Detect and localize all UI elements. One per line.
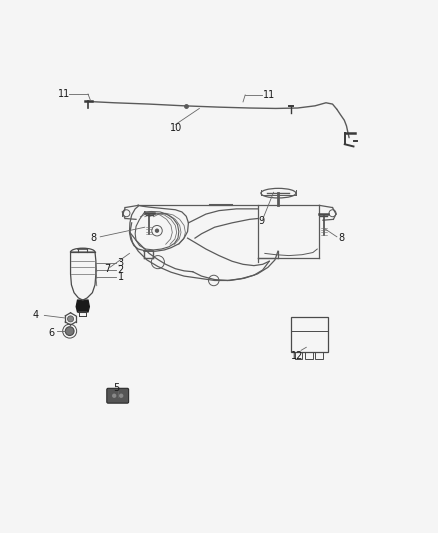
Text: 5: 5 [113,383,120,393]
Circle shape [155,229,159,233]
Text: 2: 2 [118,265,124,275]
Text: 3: 3 [118,258,124,268]
Text: 10: 10 [170,123,182,133]
FancyBboxPatch shape [107,389,129,403]
Text: 11: 11 [263,90,275,100]
Circle shape [112,393,117,398]
Text: 7: 7 [104,264,110,274]
Circle shape [119,393,124,398]
Text: 11: 11 [57,89,70,99]
Text: 12: 12 [291,351,304,361]
Text: 6: 6 [49,328,55,338]
Text: 8: 8 [90,233,96,243]
Text: 4: 4 [32,310,38,319]
Polygon shape [76,300,89,312]
Text: 1: 1 [118,272,124,282]
Text: 9: 9 [258,216,265,226]
Circle shape [67,316,74,322]
Circle shape [65,327,74,335]
Text: 8: 8 [338,233,344,243]
